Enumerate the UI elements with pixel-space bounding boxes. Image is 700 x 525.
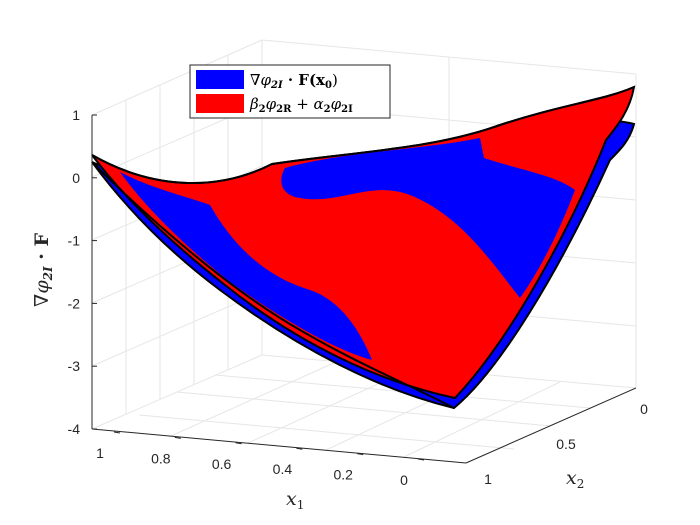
legend: ∇φ2I · F(x0) β2φ2R + α2φ2I bbox=[189, 64, 391, 119]
x1-tick-label: 0.8 bbox=[151, 450, 171, 466]
z-tick-label: -1 bbox=[68, 233, 81, 249]
z-tick-label: -3 bbox=[68, 358, 81, 374]
z-tick-labels: 1 0 -1 -2 -3 -4 bbox=[68, 107, 97, 437]
x2-tick-label: 1 bbox=[484, 471, 492, 487]
z-tick-label: 0 bbox=[72, 170, 80, 186]
x1-tick-mark bbox=[296, 447, 303, 450]
x1-tick-mark bbox=[113, 431, 121, 434]
legend-swatch-red bbox=[196, 94, 244, 113]
x1-tick-mark bbox=[235, 442, 242, 445]
x1-tick-label: 0.2 bbox=[333, 467, 353, 483]
blue-region-left bbox=[120, 172, 372, 360]
legend-swatch-blue bbox=[196, 70, 244, 89]
blue-region-top bbox=[281, 138, 575, 298]
x1-tick-mark bbox=[417, 458, 425, 461]
x1-axis-label: x1 bbox=[286, 488, 304, 512]
x1-tick-label: 0.6 bbox=[212, 456, 232, 472]
z-tick-label: 1 bbox=[72, 107, 80, 123]
z-tick-label: -4 bbox=[68, 421, 81, 437]
x1-tick-labels: 1 0.8 0.6 0.4 0.2 0 bbox=[96, 431, 425, 488]
x2-tick-label: 0 bbox=[640, 401, 648, 417]
x2-tick-labels: 00.51 bbox=[484, 401, 648, 487]
x2-axis-label: x2 bbox=[566, 467, 584, 491]
z-axis-label: ∇φ2I · F bbox=[31, 233, 55, 307]
x1-tick-label: 0 bbox=[400, 472, 408, 488]
legend-entry-blue: ∇φ2I · F(x0) bbox=[250, 71, 338, 91]
x1-tick-mark bbox=[174, 436, 181, 439]
x2-tick-label: 0.5 bbox=[556, 436, 576, 452]
z-tick-label: -2 bbox=[68, 295, 81, 311]
axes-lines bbox=[91, 115, 637, 464]
x1-tick-mark bbox=[357, 453, 364, 456]
x1-tick-label: 1 bbox=[96, 445, 104, 461]
legend-entry-red: β2φ2R + α2φ2I bbox=[249, 95, 353, 115]
x1-tick-label: 0.4 bbox=[273, 461, 293, 477]
